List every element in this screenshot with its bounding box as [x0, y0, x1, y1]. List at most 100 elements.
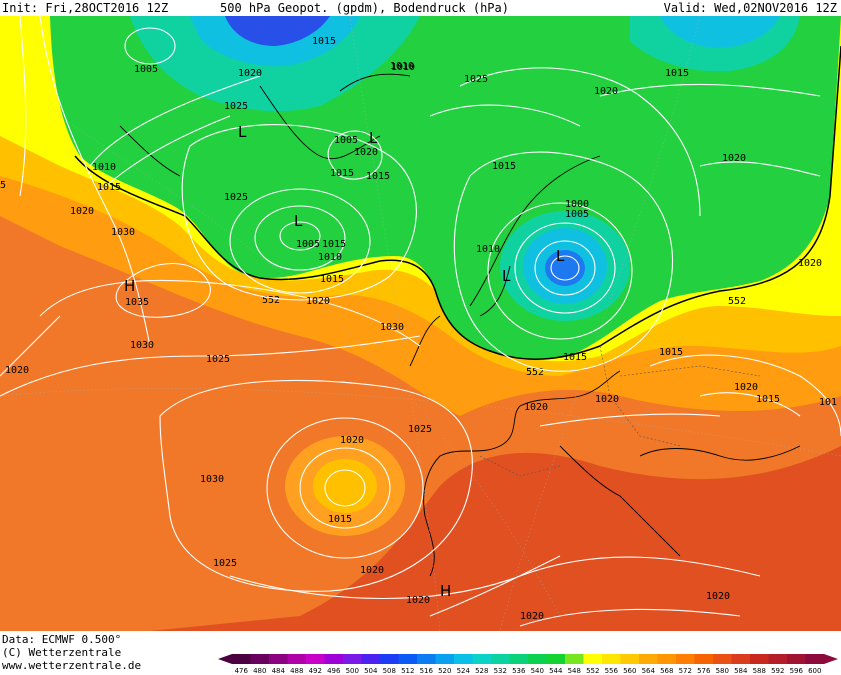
colorbar-swatch: [583, 654, 603, 664]
colorbar-tick-label: 528: [475, 667, 488, 675]
colorbar-swatch: [361, 654, 381, 664]
coastlines: [119, 73, 801, 577]
low-center-marker: L: [294, 212, 303, 230]
colorbar-tick-label: 516: [420, 667, 434, 675]
colorbar-swatch: [472, 654, 492, 664]
colorbar-tick-label: 560: [623, 667, 636, 675]
isobar-label: 1010: [390, 61, 414, 72]
contour-552-label-3: 552: [728, 296, 746, 307]
isobar-label: 101: [819, 397, 837, 408]
isobar-label: 1005: [296, 239, 320, 250]
borders: [479, 345, 761, 477]
colorbar-tick-label: 484: [272, 667, 286, 675]
colorbar-swatch: [454, 654, 473, 664]
contour-552-label-1: 552: [262, 295, 280, 306]
colorbar-swatch: [250, 654, 270, 664]
data-source-label: Data: ECMWF 0.500°: [2, 633, 122, 646]
colorbar-swatch: [491, 654, 510, 664]
isobar-label: 1015: [756, 394, 780, 405]
colorbar-tick-label: 520: [438, 667, 451, 675]
isobar-label: 1010: [318, 252, 342, 263]
colorbar-tick-label: 580: [716, 667, 729, 675]
map-footer: Data: ECMWF 0.500° (C) Wetterzentrale ww…: [0, 631, 841, 675]
isobar-label: 1020: [798, 258, 822, 269]
isobar-label: 1020: [520, 611, 544, 622]
isobar-label: 1020: [594, 86, 618, 97]
isobar-label: 5: [0, 180, 6, 191]
colorbar-tick-label: 588: [753, 667, 766, 675]
colorbar-tick-label: 544: [549, 667, 563, 675]
isobar-label: 1030: [111, 227, 135, 238]
colorbar-swatch: [528, 654, 547, 664]
colorbar-swatch: [694, 654, 714, 664]
colorbar-swatch: [620, 654, 640, 664]
colorbar-tick-label: 576: [697, 667, 711, 675]
colorbar-tick-label: 596: [790, 667, 804, 675]
field-blue-north: [225, 16, 330, 46]
isobar-label: 1020: [340, 435, 364, 446]
isobar-label: 1030: [200, 474, 224, 485]
field-cyan-ne: [660, 16, 780, 48]
low-center-marker: L: [502, 267, 511, 285]
colorbar-swatch: [509, 654, 529, 664]
isobar-label: 1025: [408, 424, 432, 435]
contour-552-label-2: 552: [526, 367, 544, 378]
website-url: www.wetterzentrale.de: [2, 659, 142, 672]
isobar-label: 1025: [206, 354, 230, 365]
colorbar-swatch: [713, 654, 732, 664]
colorbar-tick-label: 492: [309, 667, 322, 675]
isobar-label: 1020: [524, 402, 548, 413]
map-header: Init: Fri,28OCT2016 12Z 500 hPa Geopot. …: [0, 0, 841, 16]
high-center-marker: H: [124, 277, 135, 295]
isobar-label: 1015: [328, 514, 352, 525]
colorbar-tick-label: 572: [679, 667, 692, 675]
colorbar-swatch: [639, 654, 658, 664]
colorbar-tick-label: 488: [290, 667, 303, 675]
isobar-label: 1015: [659, 347, 683, 358]
isobars: [0, 16, 841, 627]
high-core-yellow: [313, 459, 377, 513]
copyright-label: (C) Wetterzentrale: [2, 646, 122, 659]
isobar-label: 1025: [464, 74, 488, 85]
isobar-label: 1030: [380, 322, 404, 333]
isobar-label: 1015: [563, 352, 587, 363]
colorbar-swatch: [731, 654, 751, 664]
colorbar-tick-label: 556: [605, 667, 619, 675]
isobar-label: 1025: [213, 558, 237, 569]
isobar-label: 1015: [320, 274, 344, 285]
colorbar-swatch: [546, 654, 566, 664]
isobar-label: 1025: [224, 101, 248, 112]
colorbar-left-arrow: [218, 654, 232, 664]
isobar-label: 1020: [306, 296, 330, 307]
isobar-label: 1030: [130, 340, 154, 351]
colorbar-swatch: [750, 654, 769, 664]
high-center-marker: H: [440, 582, 451, 600]
isobar-label: 1015: [97, 182, 121, 193]
colorbar-swatch: [232, 654, 251, 664]
colorbar-swatch: [324, 654, 344, 664]
init-time-label: Init: Fri,28OCT2016 12Z: [2, 1, 169, 15]
isobar-label: 1015: [492, 161, 516, 172]
colorbar-swatch: [676, 654, 695, 664]
colorbar-tick-label: 504: [364, 667, 378, 675]
colorbar-swatch: [435, 654, 455, 664]
isobar-label: 1015: [312, 36, 336, 47]
low-center-marker: L: [238, 123, 247, 141]
colorbar-swatch: [565, 654, 584, 664]
isobar-label: 1005: [565, 209, 589, 220]
colorbar-tick-label: 584: [734, 667, 748, 675]
color-scale-legend: 476 480 484 488 492 496 500 504 508 512 516 520 524 5…: [218, 654, 838, 675]
isobar-label: 1020: [238, 68, 262, 79]
colorbar-tick-label: 568: [660, 667, 673, 675]
low-center-marker: L: [556, 247, 565, 265]
colorbar-tick-label: 548: [568, 667, 581, 675]
isobar-label: 1035: [125, 297, 149, 308]
colorbar-swatch: [417, 654, 436, 664]
colorbar-right-arrow: [824, 654, 838, 664]
isobar-label: 1020: [360, 565, 384, 576]
pressure-centers: L L L L L H H: [124, 123, 565, 600]
colorbar-swatch: [768, 654, 788, 664]
isobar-label: 1005: [334, 135, 358, 146]
colorbar-tick-label: 536: [512, 667, 526, 675]
isobar-label: 1010: [476, 244, 500, 255]
